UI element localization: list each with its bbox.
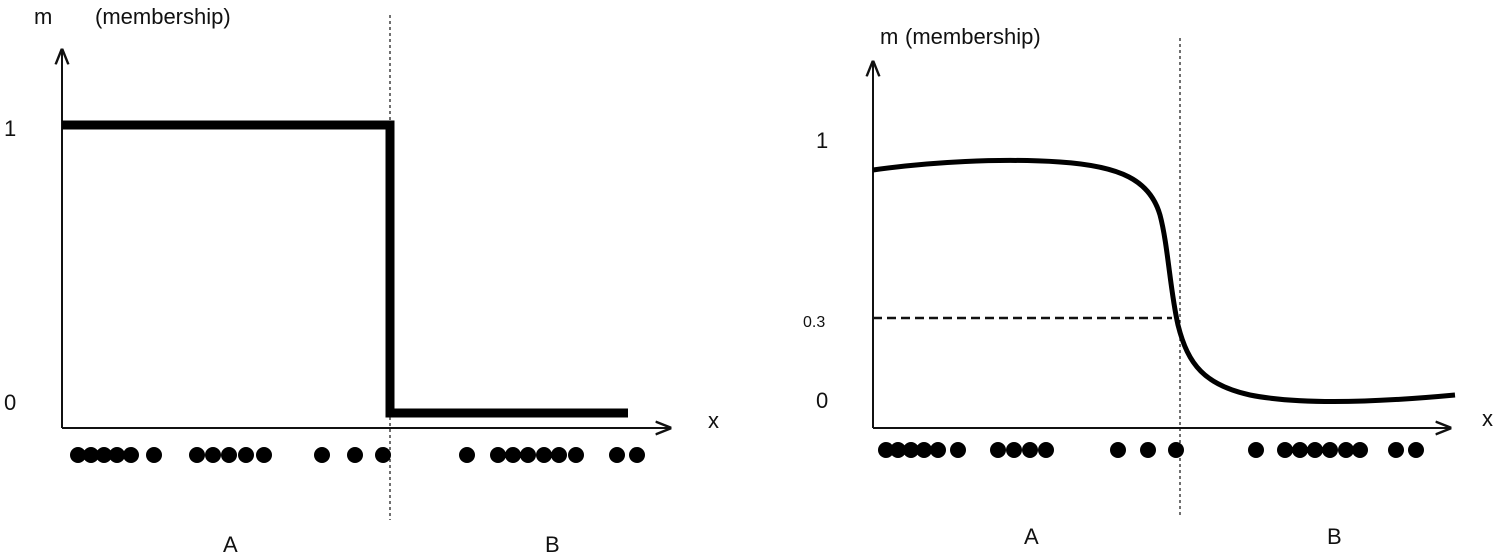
sample-dot (314, 447, 330, 463)
sample-dot (1307, 442, 1323, 458)
step-membership (62, 120, 628, 418)
y-axis-note: (membership) (905, 24, 1041, 49)
fuzzy-membership (872, 157, 1456, 404)
sample-dot (1140, 442, 1156, 458)
sample-dot (520, 447, 536, 463)
sample-dot (1408, 442, 1424, 458)
sample-dot (1322, 442, 1338, 458)
crisp-panel: m (membership) 1 0 x A B (4, 4, 719, 557)
sample-dot (903, 442, 919, 458)
sample-dot (1110, 442, 1126, 458)
sample-dot (1292, 442, 1308, 458)
y-axis-note: (membership) (95, 4, 231, 29)
sample-dot (256, 447, 272, 463)
y-label: 1 (4, 116, 16, 141)
group-label: B (545, 532, 560, 557)
sample-dot (205, 447, 221, 463)
sample-dot (890, 442, 906, 458)
y-label: 0 (816, 388, 828, 413)
y-label: 1 (816, 128, 828, 153)
sample-dot (70, 447, 86, 463)
sample-dots (878, 442, 1424, 458)
sample-dot (83, 447, 99, 463)
y-label: 0.3 (803, 314, 825, 331)
x-axis-label: x (708, 408, 719, 433)
group-label: A (223, 532, 238, 557)
group-label: A (1024, 524, 1039, 549)
sample-dot (1352, 442, 1368, 458)
sample-dot (1338, 442, 1354, 458)
sample-dot (375, 447, 391, 463)
fuzzy-panel: m (membership) 1 0.3 0 x A B (803, 24, 1493, 549)
sample-dot (1388, 442, 1404, 458)
sample-dot (536, 447, 552, 463)
sample-dots (70, 447, 645, 463)
sample-dot (930, 442, 946, 458)
sample-dot (505, 447, 521, 463)
sample-dot (609, 447, 625, 463)
sample-dot (347, 447, 363, 463)
sample-dot (1006, 442, 1022, 458)
sample-dot (1277, 442, 1293, 458)
sample-dot (1038, 442, 1054, 458)
sample-dot (1022, 442, 1038, 458)
sample-dot (568, 447, 584, 463)
y-axis-label: m (34, 4, 52, 29)
sample-dot (221, 447, 237, 463)
sample-dot (146, 447, 162, 463)
sample-dot (1248, 442, 1264, 458)
sample-dot (238, 447, 254, 463)
sample-dot (950, 442, 966, 458)
sample-dot (551, 447, 567, 463)
sample-dot (109, 447, 125, 463)
y-axis-label: m (880, 24, 898, 49)
sample-dot (96, 447, 112, 463)
sample-dot (990, 442, 1006, 458)
sample-dot (916, 442, 932, 458)
sample-dot (459, 447, 475, 463)
sample-dot (490, 447, 506, 463)
sample-dot (123, 447, 139, 463)
y-label: 0 (4, 390, 16, 415)
sample-dot (878, 442, 894, 458)
group-label: B (1327, 524, 1342, 549)
x-axis-label: x (1482, 406, 1493, 431)
sample-dot (189, 447, 205, 463)
sample-dot (629, 447, 645, 463)
sample-dot (1168, 442, 1184, 458)
